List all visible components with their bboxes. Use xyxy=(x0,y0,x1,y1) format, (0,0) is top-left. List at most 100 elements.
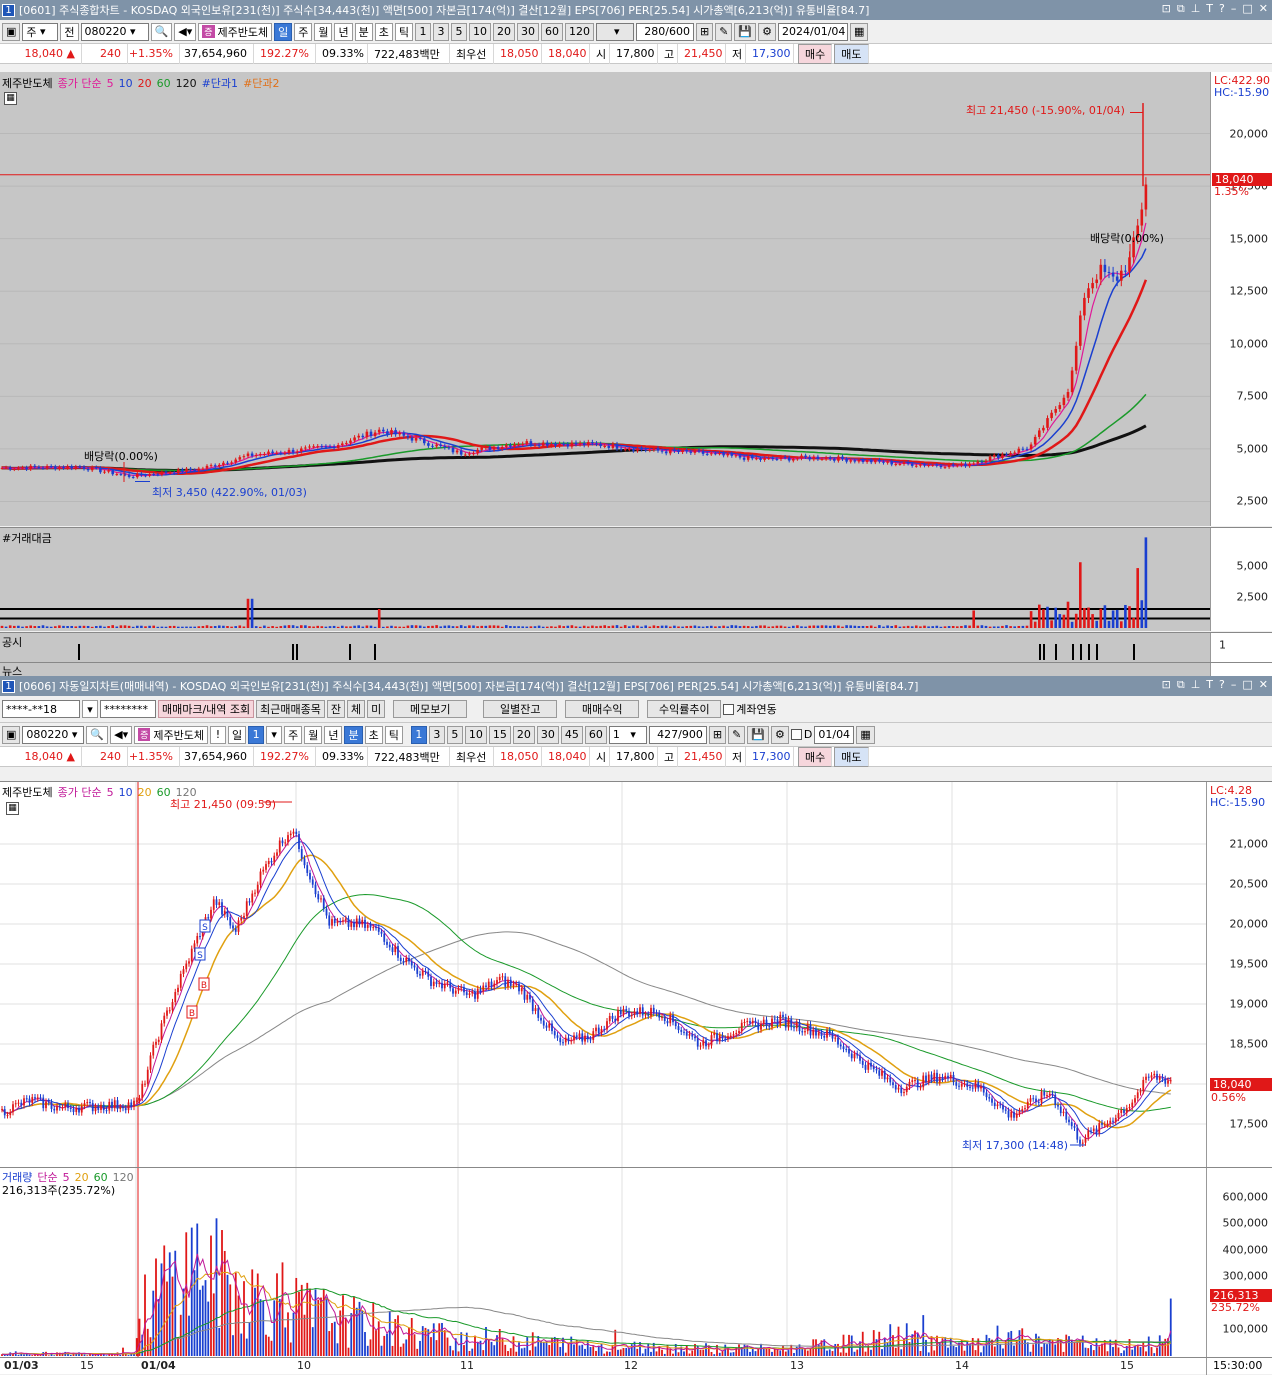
calendar-icon[interactable]: ▦ xyxy=(850,22,869,41)
gear-icon[interactable]: ⚙ xyxy=(771,725,789,744)
period-year[interactable]: 년 xyxy=(324,725,343,744)
link-icon[interactable]: ⊡ xyxy=(1161,678,1171,691)
title-bar[interactable]: 1 [0606] 자동일지차트(매매내역) - KOSDAQ 외국인보유[231… xyxy=(0,676,1272,696)
period-day[interactable]: 일 xyxy=(227,725,247,744)
period-tick[interactable]: 틱 xyxy=(384,725,403,744)
daily-balance-button[interactable]: 일별잔고 xyxy=(483,700,558,718)
alert-icon[interactable]: ! xyxy=(209,725,226,744)
buy-button[interactable]: 매수 xyxy=(798,746,833,767)
search-icon[interactable]: 🔍 xyxy=(150,22,173,41)
return-trend-button[interactable]: 수익률추이 xyxy=(647,700,722,718)
save-icon[interactable]: 💾 xyxy=(734,22,757,41)
unit-input[interactable]: 1 ▾ xyxy=(608,725,647,744)
minimize-icon[interactable]: – xyxy=(1230,678,1237,691)
interval-45[interactable]: 45 xyxy=(560,725,583,744)
date-input[interactable]: 01/04 xyxy=(814,725,855,744)
copy-icon[interactable]: ⧉ xyxy=(1176,678,1185,691)
count-input[interactable]: 427/900 xyxy=(648,725,707,744)
interval-3[interactable]: 3 xyxy=(432,22,449,41)
interval-20[interactable]: 20 xyxy=(512,725,535,744)
period-week[interactable]: 주 xyxy=(294,22,313,41)
indicator-icon[interactable]: ⊞ xyxy=(695,22,714,41)
maximize-icon[interactable]: □ xyxy=(1242,678,1253,691)
balance-button[interactable]: 잔 xyxy=(326,700,346,718)
period-tick[interactable]: 틱 xyxy=(394,22,413,41)
sell-button[interactable]: 매도 xyxy=(834,746,869,767)
period-minute[interactable]: 분 xyxy=(344,725,363,744)
stock-code-input[interactable]: 080220 ▾ xyxy=(80,22,149,41)
minimize-icon[interactable]: – xyxy=(1230,2,1237,15)
period-week[interactable]: 주 xyxy=(284,725,303,744)
grid-toggle-icon[interactable]: ▦ xyxy=(6,802,19,815)
save-icon[interactable]: 💾 xyxy=(747,725,769,744)
password-input[interactable]: ******** xyxy=(100,700,156,718)
unfilled-button[interactable]: 미 xyxy=(367,700,386,718)
interval-10[interactable]: 10 xyxy=(468,22,491,41)
trade-mark-button[interactable]: 매매마크/내역 조회 xyxy=(158,700,255,718)
period-year[interactable]: 년 xyxy=(334,22,353,41)
account-link-checkbox[interactable]: 계좌연동 xyxy=(723,701,777,717)
disclosure-panel[interactable]: 공시 1 xyxy=(0,632,1272,662)
account-dropdown-icon[interactable]: ▾ xyxy=(82,700,98,718)
mode-button[interactable]: 전 xyxy=(60,22,79,41)
pin-icon[interactable]: ⊥ xyxy=(1190,678,1201,691)
interval-60[interactable]: 60 xyxy=(540,22,563,41)
filled-button[interactable]: 체 xyxy=(347,700,366,718)
recent-trades-button[interactable]: 최근매매종목 xyxy=(256,700,325,718)
intraday-volume-panel[interactable]: 거래량 단순 5 20 60 120 216,313주(235.72%) 600… xyxy=(0,1167,1272,1357)
buy-button[interactable]: 매수 xyxy=(798,43,833,64)
interval-5[interactable]: 5 xyxy=(450,22,467,41)
account-input[interactable]: ****-**18 xyxy=(2,700,80,718)
date-input[interactable]: 2024/01/04 xyxy=(778,22,848,41)
period-day[interactable]: 일 xyxy=(274,22,293,41)
gear-icon[interactable]: ⚙ xyxy=(758,22,776,41)
link-icon[interactable]: ⊡ xyxy=(1161,2,1171,15)
period-second[interactable]: 초 xyxy=(364,725,383,744)
calendar-icon[interactable]: ▦ xyxy=(856,725,875,744)
interval-10[interactable]: 10 xyxy=(464,725,487,744)
draw-icon[interactable]: ✎ xyxy=(728,725,746,744)
stock-code-input[interactable]: 080220 ▾ xyxy=(22,725,85,744)
search-icon[interactable]: 🔍 xyxy=(86,725,109,744)
trade-amount-panel[interactable]: #거래대금 5,000 2,500 xyxy=(0,527,1272,631)
interval-15[interactable]: 15 xyxy=(488,725,511,744)
interval-1[interactable]: 1 xyxy=(414,22,431,41)
period-second[interactable]: 초 xyxy=(374,22,393,41)
grid-toggle-icon[interactable]: ▦ xyxy=(4,92,17,105)
chart-type-icon[interactable]: ▣ xyxy=(2,725,21,744)
copy-icon[interactable]: ⧉ xyxy=(1176,2,1185,15)
market-select[interactable]: 주 ▾ xyxy=(22,22,59,41)
title-bar[interactable]: 1 [0601] 주식종합차트 - KOSDAQ 외국인보유[231(천)] 주… xyxy=(0,0,1272,20)
pin-icon[interactable]: ⊥ xyxy=(1190,2,1201,15)
interval-60[interactable]: 60 xyxy=(584,725,607,744)
interval-30[interactable]: 30 xyxy=(536,725,559,744)
stock-name-box[interactable]: 증 제주반도체 xyxy=(134,725,208,744)
period-day-count[interactable]: 1 xyxy=(248,725,265,744)
font-icon[interactable]: T xyxy=(1206,678,1214,691)
interval-20[interactable]: 20 xyxy=(492,22,515,41)
indicator-icon[interactable]: ⊞ xyxy=(708,725,727,744)
draw-icon[interactable]: ✎ xyxy=(715,22,733,41)
period-dropdown-icon[interactable]: ▾ xyxy=(266,725,283,744)
trade-profit-button[interactable]: 매매수익 xyxy=(565,700,640,718)
interval-30[interactable]: 30 xyxy=(516,22,539,41)
sound-icon[interactable]: ◀▾ xyxy=(174,22,197,41)
count-input[interactable]: 280/600 xyxy=(635,22,694,41)
news-panel[interactable]: 뉴스 xyxy=(0,662,1272,676)
memo-button[interactable]: 메모보기 xyxy=(393,700,468,718)
date-checkbox[interactable]: D xyxy=(790,728,812,741)
custom-interval-input[interactable]: ▾ xyxy=(595,22,634,41)
period-minute[interactable]: 분 xyxy=(354,22,373,41)
interval-120[interactable]: 120 xyxy=(564,22,594,41)
interval-1[interactable]: 1 xyxy=(410,725,427,744)
interval-5[interactable]: 5 xyxy=(446,725,463,744)
sound-icon[interactable]: ◀▾ xyxy=(110,725,133,744)
font-icon[interactable]: T xyxy=(1206,2,1214,15)
period-month[interactable]: 월 xyxy=(314,22,333,41)
chart-type-icon[interactable]: ▣ xyxy=(2,22,21,41)
close-icon[interactable]: ✕ xyxy=(1258,678,1268,691)
sell-button[interactable]: 매도 xyxy=(834,43,869,64)
help-icon[interactable]: ? xyxy=(1219,2,1225,15)
period-month[interactable]: 월 xyxy=(304,725,323,744)
